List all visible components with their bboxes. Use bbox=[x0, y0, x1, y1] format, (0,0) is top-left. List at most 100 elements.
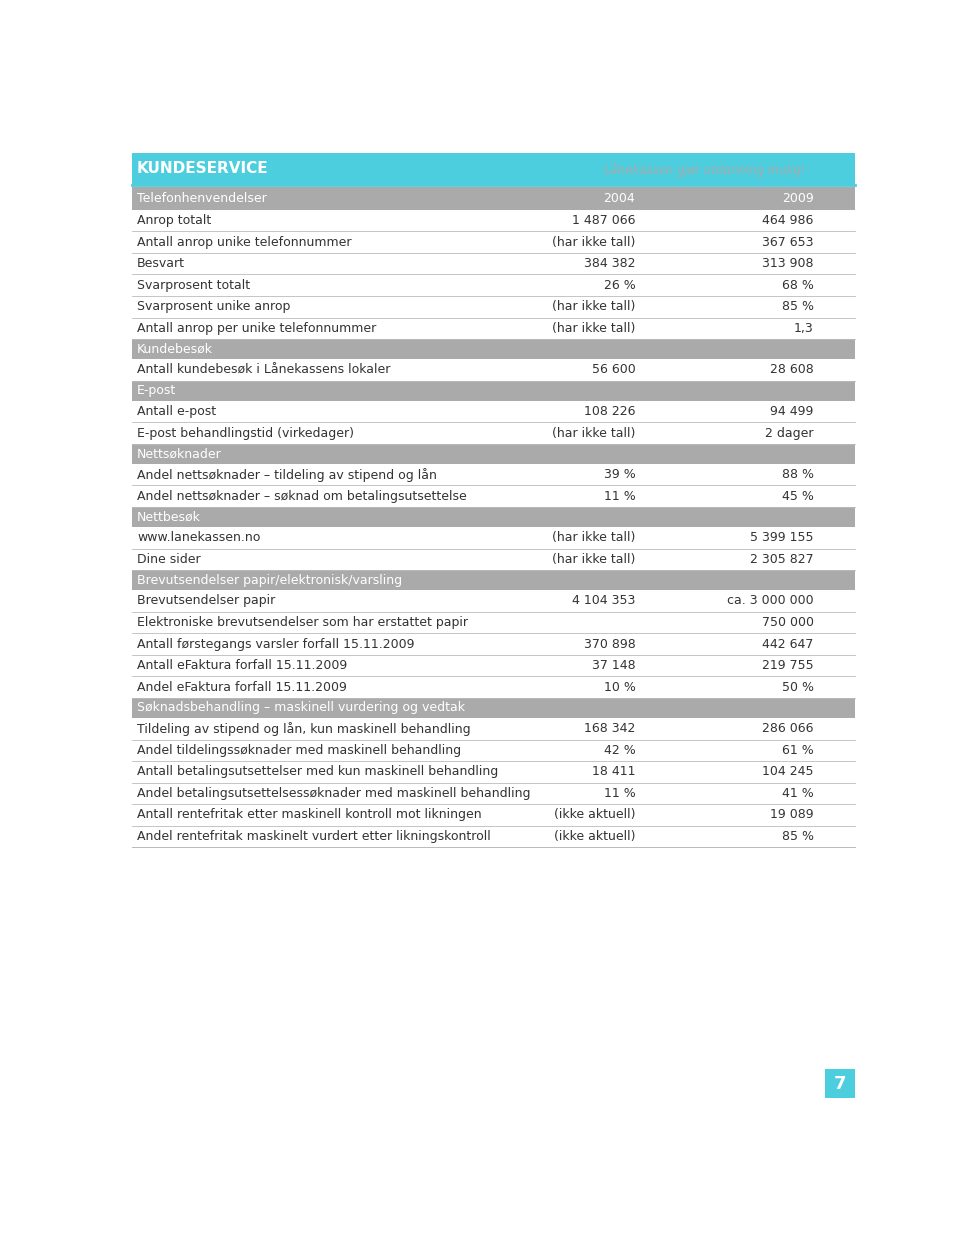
Text: KUNDESERVICE: KUNDESERVICE bbox=[137, 161, 269, 176]
Text: Andel tildelingssøknader med maskinell behandling: Andel tildelingssøknader med maskinell b… bbox=[137, 743, 461, 757]
Text: 2004: 2004 bbox=[604, 191, 636, 205]
Bar bbox=[132, 527, 854, 549]
Text: Anrop totalt: Anrop totalt bbox=[137, 213, 211, 227]
Text: 45 %: 45 % bbox=[781, 490, 814, 503]
Text: Nettbesøk: Nettbesøk bbox=[137, 510, 201, 524]
Text: 88 %: 88 % bbox=[781, 468, 814, 482]
Text: 19 089: 19 089 bbox=[770, 808, 814, 822]
Bar bbox=[132, 274, 854, 297]
Bar bbox=[132, 549, 854, 570]
Bar bbox=[132, 740, 854, 761]
Text: 1,3: 1,3 bbox=[794, 321, 814, 335]
Text: 2009: 2009 bbox=[781, 191, 814, 205]
Bar bbox=[132, 633, 854, 655]
Bar bbox=[132, 591, 854, 612]
Text: Nettsøknader: Nettsøknader bbox=[137, 447, 222, 460]
Text: (har ikke tall): (har ikke tall) bbox=[552, 300, 636, 313]
Bar bbox=[132, 697, 854, 719]
Text: Antall anrop unike telefonnummer: Antall anrop unike telefonnummer bbox=[137, 236, 351, 248]
Bar bbox=[132, 318, 854, 339]
Text: Antall anrop per unike telefonnummer: Antall anrop per unike telefonnummer bbox=[137, 321, 376, 335]
Text: (har ikke tall): (har ikke tall) bbox=[552, 552, 636, 566]
Text: 4 104 353: 4 104 353 bbox=[572, 594, 636, 607]
Text: 219 755: 219 755 bbox=[762, 659, 814, 673]
Bar bbox=[132, 508, 854, 527]
Text: Elektroniske brevutsendelser som har erstattet papir: Elektroniske brevutsendelser som har ers… bbox=[137, 616, 468, 629]
Text: Tildeling av stipend og lån, kun maskinell behandling: Tildeling av stipend og lån, kun maskine… bbox=[137, 722, 470, 736]
Text: (ikke aktuell): (ikke aktuell) bbox=[554, 808, 636, 822]
Text: (har ikke tall): (har ikke tall) bbox=[552, 427, 636, 439]
Bar bbox=[132, 210, 854, 231]
Text: (har ikke tall): (har ikke tall) bbox=[552, 531, 636, 545]
Bar bbox=[132, 464, 854, 485]
Text: 464 986: 464 986 bbox=[762, 213, 814, 227]
Text: 37 148: 37 148 bbox=[591, 659, 636, 673]
Text: 1 487 066: 1 487 066 bbox=[572, 213, 636, 227]
Text: 104 245: 104 245 bbox=[762, 766, 814, 778]
Text: www.lanekassen.no: www.lanekassen.no bbox=[137, 531, 260, 545]
Text: 94 499: 94 499 bbox=[770, 405, 814, 418]
Text: 85 %: 85 % bbox=[781, 830, 814, 843]
Bar bbox=[132, 444, 854, 464]
Bar bbox=[132, 676, 854, 697]
Text: 750 000: 750 000 bbox=[761, 616, 814, 629]
Text: Antall rentefritak etter maskinell kontroll mot likningen: Antall rentefritak etter maskinell kontr… bbox=[137, 808, 482, 822]
Text: Kundebesøk: Kundebesøk bbox=[137, 343, 213, 356]
Text: 108 226: 108 226 bbox=[584, 405, 636, 418]
Text: 61 %: 61 % bbox=[781, 743, 814, 757]
Text: Antall betalingsutsettelser med kun maskinell behandling: Antall betalingsutsettelser med kun mask… bbox=[137, 766, 498, 778]
Text: Antall førstegangs varsler forfall 15.11.2009: Antall førstegangs varsler forfall 15.11… bbox=[137, 638, 415, 650]
Text: 2 305 827: 2 305 827 bbox=[750, 552, 814, 566]
Bar bbox=[826, 1069, 854, 1098]
Text: 367 653: 367 653 bbox=[762, 236, 814, 248]
Text: Antall e-post: Antall e-post bbox=[137, 405, 216, 418]
Text: 42 %: 42 % bbox=[604, 743, 636, 757]
Bar bbox=[132, 570, 854, 591]
Bar bbox=[132, 381, 854, 401]
Text: 7: 7 bbox=[833, 1075, 846, 1092]
Text: 168 342: 168 342 bbox=[584, 722, 636, 735]
Bar bbox=[132, 253, 854, 274]
Text: E-post behandlingstid (virkedager): E-post behandlingstid (virkedager) bbox=[137, 427, 354, 439]
Text: (har ikke tall): (har ikke tall) bbox=[552, 321, 636, 335]
Bar bbox=[132, 186, 854, 210]
Text: Søknadsbehandling – maskinell vurdering og vedtak: Søknadsbehandling – maskinell vurdering … bbox=[137, 701, 465, 715]
Text: 85 %: 85 % bbox=[781, 300, 814, 313]
Bar bbox=[132, 612, 854, 633]
Text: Antall kundebesøk i Lånekassens lokaler: Antall kundebesøk i Lånekassens lokaler bbox=[137, 364, 391, 376]
Text: 56 600: 56 600 bbox=[591, 364, 636, 376]
Text: 39 %: 39 % bbox=[604, 468, 636, 482]
Text: 2 dager: 2 dager bbox=[765, 427, 814, 439]
Text: 10 %: 10 % bbox=[604, 680, 636, 694]
Text: Telefonhenvendelser: Telefonhenvendelser bbox=[137, 191, 267, 205]
Text: 5 399 155: 5 399 155 bbox=[750, 531, 814, 545]
Bar bbox=[132, 297, 854, 318]
Text: 28 608: 28 608 bbox=[770, 364, 814, 376]
Bar bbox=[132, 655, 854, 676]
Bar bbox=[132, 401, 854, 422]
Text: Andel rentefritak maskinelt vurdert etter likningskontroll: Andel rentefritak maskinelt vurdert ette… bbox=[137, 830, 491, 843]
Text: Antall eFaktura forfall 15.11.2009: Antall eFaktura forfall 15.11.2009 bbox=[137, 659, 348, 673]
Text: Besvart: Besvart bbox=[137, 257, 185, 271]
Text: Brevutsendelser papir/elektronisk/varsling: Brevutsendelser papir/elektronisk/varsli… bbox=[137, 573, 402, 587]
Text: 11 %: 11 % bbox=[604, 490, 636, 503]
Bar bbox=[132, 422, 854, 444]
Text: Svarprosent unike anrop: Svarprosent unike anrop bbox=[137, 300, 291, 313]
Bar bbox=[132, 339, 854, 359]
Text: (har ikke tall): (har ikke tall) bbox=[552, 236, 636, 248]
Text: 41 %: 41 % bbox=[781, 787, 814, 800]
Text: 442 647: 442 647 bbox=[762, 638, 814, 650]
Bar bbox=[132, 825, 854, 848]
Text: Andel betalingsutsettelsessøknader med maskinell behandling: Andel betalingsutsettelsessøknader med m… bbox=[137, 787, 531, 800]
Text: E-post: E-post bbox=[137, 385, 177, 397]
Text: Andel eFaktura forfall 15.11.2009: Andel eFaktura forfall 15.11.2009 bbox=[137, 680, 347, 694]
Bar bbox=[132, 485, 854, 508]
Text: Andel nettsøknader – tildeling av stipend og lån: Andel nettsøknader – tildeling av stipen… bbox=[137, 468, 437, 482]
Bar bbox=[132, 719, 854, 740]
Text: 11 %: 11 % bbox=[604, 787, 636, 800]
Text: Lånekassen gjør utdanning mulig!: Lånekassen gjør utdanning mulig! bbox=[605, 164, 805, 177]
Text: (ikke aktuell): (ikke aktuell) bbox=[554, 830, 636, 843]
Bar bbox=[132, 153, 854, 185]
Text: 26 %: 26 % bbox=[604, 279, 636, 292]
Text: 313 908: 313 908 bbox=[762, 257, 814, 271]
